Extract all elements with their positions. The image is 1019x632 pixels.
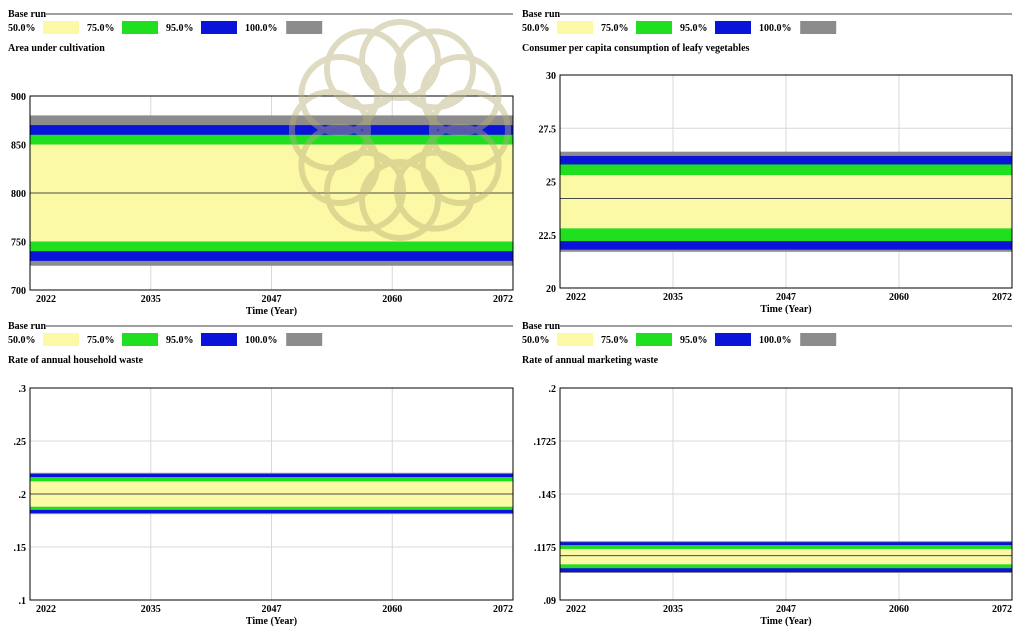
run-label: Base run: [8, 321, 47, 332]
legend-swatch: [800, 333, 837, 346]
y-tick-label: .25: [14, 437, 27, 448]
legend-swatch: [715, 333, 751, 346]
y-tick-label: .1725: [534, 437, 557, 448]
legend-label: 95.0%: [680, 335, 708, 346]
x-tick-label: 2022: [566, 604, 586, 615]
legend-swatch: [122, 333, 158, 346]
legend-swatch: [636, 21, 672, 34]
legend-label: 95.0%: [680, 23, 708, 34]
legend-swatch: [557, 333, 593, 346]
x-tick-label: 2035: [663, 292, 683, 303]
y-tick-label: 22.5: [539, 231, 557, 242]
legend-swatch: [286, 333, 323, 346]
legend-swatch: [715, 21, 751, 34]
legend-label: 50.0%: [8, 23, 36, 34]
legend-swatch: [286, 21, 323, 34]
x-tick-label: 2035: [141, 294, 161, 305]
legend-swatch: [800, 21, 837, 34]
x-axis-label: Time (Year): [246, 306, 297, 317]
legend-swatch: [43, 21, 79, 34]
chart-panel-1: Base run 50.0% 75.0% 95.0% 100.0% Area under …: [8, 9, 514, 317]
legend-label: 75.0%: [601, 335, 629, 346]
y-tick-label: 850: [11, 141, 26, 152]
x-tick-label: 2035: [663, 604, 683, 615]
y-tick-label: .1: [19, 596, 27, 607]
y-tick-label: 25: [546, 178, 556, 189]
chart-title: Consumer per capita consumption of leafy…: [522, 43, 750, 54]
x-tick-label: 2047: [776, 604, 796, 615]
x-tick-label: 2060: [889, 292, 909, 303]
y-tick-label: .2: [549, 384, 557, 395]
legend-swatch: [201, 333, 237, 346]
y-tick-label: .09: [544, 596, 557, 607]
legend-label: 75.0%: [87, 335, 115, 346]
legend-swatch: [557, 21, 593, 34]
x-axis-label: Time (Year): [246, 616, 297, 627]
chart-title: Rate of annual household waste: [8, 355, 144, 366]
x-tick-label: 2072: [493, 294, 513, 305]
x-tick-label: 2060: [382, 294, 402, 305]
legend-swatch: [636, 333, 672, 346]
y-tick-label: .15: [14, 543, 27, 554]
legend-label: 100.0%: [245, 335, 278, 346]
x-tick-label: 2072: [493, 604, 513, 615]
plot-frame: [559, 387, 1013, 601]
y-tick-label: 750: [11, 238, 26, 249]
x-axis-label: Time (Year): [760, 616, 811, 627]
legend-label: 95.0%: [166, 335, 194, 346]
band-50: [560, 548, 1012, 565]
legend-swatch: [122, 21, 158, 34]
legend-label: 100.0%: [245, 23, 278, 34]
x-axis-label: Time (Year): [760, 304, 811, 315]
legend-swatch: [201, 21, 237, 34]
legend-label: 100.0%: [759, 335, 792, 346]
plot-frame: [29, 95, 514, 291]
x-tick-label: 2022: [566, 292, 586, 303]
legend-swatch: [43, 333, 79, 346]
y-tick-label: 800: [11, 189, 26, 200]
y-tick-label: .3: [19, 384, 27, 395]
legend-label: 95.0%: [166, 23, 194, 34]
chart-title: Rate of annual marketing waste: [522, 355, 659, 366]
y-tick-label: .1175: [534, 543, 556, 554]
x-tick-label: 2022: [36, 294, 56, 305]
chart-title: Area under cultivation: [8, 43, 105, 54]
x-tick-label: 2072: [992, 604, 1012, 615]
run-label: Base run: [522, 321, 561, 332]
chart-panel-4: Base run 50.0% 75.0% 95.0% 100.0% Rate of ann…: [522, 321, 1013, 627]
legend-label: 50.0%: [8, 335, 36, 346]
y-tick-label: 27.5: [539, 124, 557, 135]
run-label: Base run: [8, 9, 47, 20]
x-tick-label: 2047: [776, 292, 796, 303]
legend-label: 75.0%: [87, 23, 115, 34]
y-tick-label: .145: [539, 490, 557, 501]
x-tick-label: 2060: [889, 604, 909, 615]
x-tick-label: 2060: [382, 604, 402, 615]
chart-panel-2: Base run 50.0% 75.0% 95.0% 100.0% Consumer pe…: [522, 9, 1013, 315]
x-tick-label: 2047: [262, 604, 282, 615]
y-tick-label: .2: [19, 490, 27, 501]
legend-label: 100.0%: [759, 23, 792, 34]
run-label: Base run: [522, 9, 561, 20]
plot-frame: [29, 387, 514, 601]
plot-frame: [559, 74, 1013, 289]
x-tick-label: 2047: [262, 294, 282, 305]
band-50: [560, 175, 1012, 229]
legend-label: 50.0%: [522, 335, 550, 346]
x-tick-label: 2035: [141, 604, 161, 615]
x-tick-label: 2072: [992, 292, 1012, 303]
y-tick-label: 20: [546, 284, 556, 295]
legend-label: 50.0%: [522, 23, 550, 34]
y-tick-label: 700: [11, 286, 26, 297]
x-tick-label: 2022: [36, 604, 56, 615]
y-tick-label: 30: [546, 71, 556, 82]
chart-panel-3: Base run 50.0% 75.0% 95.0% 100.0% Rate of ann…: [8, 321, 514, 627]
legend-label: 75.0%: [601, 23, 629, 34]
y-tick-label: 900: [11, 92, 26, 103]
